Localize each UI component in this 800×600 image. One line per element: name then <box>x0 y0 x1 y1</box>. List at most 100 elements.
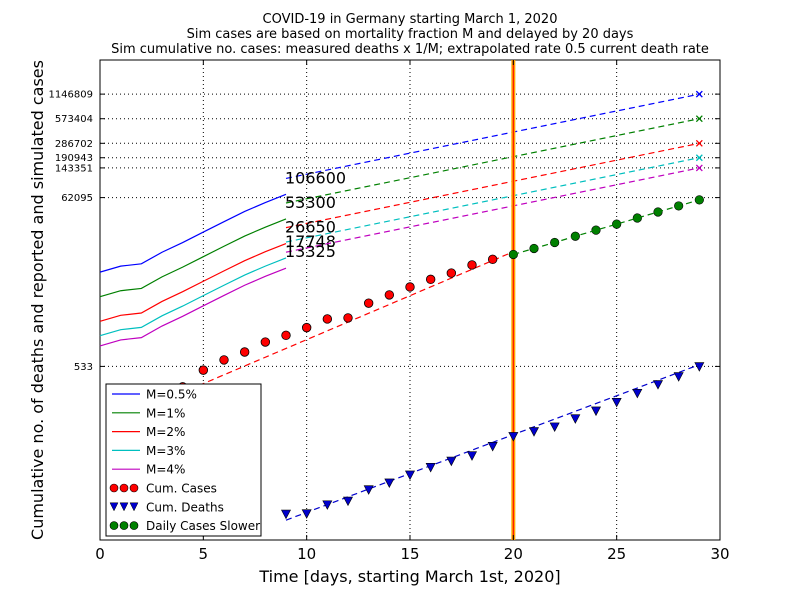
legend-label: M=4% <box>146 463 185 477</box>
y-tick-label: 573404 <box>55 114 93 125</box>
legend-label: M=0.5% <box>146 388 197 402</box>
x-tick-label: 10 <box>297 545 316 563</box>
y-tick-label: 533 <box>74 362 93 373</box>
cum-cases-point <box>343 313 353 323</box>
cum-deaths-point <box>529 427 539 437</box>
cum-deaths-point <box>591 406 601 417</box>
daily-cases-slower-line <box>513 199 700 256</box>
legend-item: Cum. Cases <box>109 482 217 496</box>
x-tick-label: 5 <box>199 545 209 563</box>
legend-item: M=4% <box>112 463 185 477</box>
legend-item: M=3% <box>112 444 185 458</box>
legend-item: Cum. Deaths <box>109 500 224 514</box>
legend-marker-swatch <box>109 483 119 493</box>
chart-title-line-2: Sim cases are based on mortality fractio… <box>187 27 634 42</box>
cum-cases-point <box>198 365 209 375</box>
legend-marker-swatch <box>119 502 129 512</box>
cum-deaths-point <box>301 509 312 519</box>
legend-marker-swatch <box>129 521 139 530</box>
legend-label: Cum. Cases <box>146 482 217 496</box>
x-tick-label: 0 <box>95 545 105 563</box>
cum-deaths-point <box>487 442 498 452</box>
chart-titles: COVID-19 in Germany starting March 1, 20… <box>111 12 709 57</box>
legend-item: M=0.5% <box>112 388 197 402</box>
cum-cases-point <box>239 347 250 357</box>
x-axis-label: Time [days, starting March 1st, 2020] <box>258 567 560 586</box>
sim-line-solid <box>99 242 287 322</box>
cum-cases-point <box>384 290 395 300</box>
cum-deaths-point <box>363 485 374 495</box>
legend-marker-swatch <box>129 502 139 512</box>
cum-cases-point <box>260 337 271 347</box>
sim-end-marker <box>695 154 703 162</box>
sim-line-extrapolated <box>285 142 700 229</box>
cum-deaths-point <box>570 414 581 424</box>
legend-marker-swatch <box>109 521 119 530</box>
cum-cases-point <box>487 254 498 265</box>
cum-deaths-point <box>632 388 643 399</box>
y-tick-label: 286702 <box>55 139 93 150</box>
cum-deaths-point <box>281 509 291 520</box>
legend-marker-swatch <box>109 502 119 512</box>
cum-deaths-point <box>384 478 395 489</box>
legend-label: M=2% <box>146 425 185 439</box>
sim-line-solid <box>99 267 287 347</box>
sim-line-solid <box>99 218 287 298</box>
cum-deaths-point <box>611 397 622 408</box>
legend-item: M=1% <box>112 406 185 420</box>
y-axis-label: Cumulative no. of deaths and reported an… <box>28 60 47 540</box>
y-tick-label: 190943 <box>55 153 93 164</box>
cum-cases-fit-line <box>161 251 514 402</box>
x-tick-label: 15 <box>400 545 419 563</box>
cum-cases-point <box>446 268 457 278</box>
sim-line-extrapolated <box>285 167 700 253</box>
x-tick-label: 25 <box>607 545 626 563</box>
chart-title-line-3: Sim cumulative no. cases: measured death… <box>111 42 709 57</box>
sim-line-extrapolated <box>285 157 700 243</box>
sim-end-marker <box>695 139 703 147</box>
cum-deaths-point <box>508 432 519 442</box>
sim-end-label: 53300 <box>285 193 336 212</box>
daily-cases-slower-point <box>591 225 601 235</box>
legend-box <box>105 383 262 537</box>
sim-end-label: 17748 <box>285 232 336 251</box>
cum-deaths-point <box>653 380 663 390</box>
cum-cases-point <box>405 282 415 292</box>
sim-line-solid <box>99 193 287 273</box>
cum-deaths-point <box>467 451 477 461</box>
sim-end-label: 13325 <box>285 242 336 261</box>
cum-cases-point <box>301 322 312 333</box>
legend-label: M=3% <box>146 444 185 458</box>
cum-deaths-point <box>343 496 353 507</box>
cum-deaths-point <box>549 422 560 433</box>
daily-cases-slower-point <box>612 219 622 229</box>
legend-marker-swatch <box>119 521 129 530</box>
legend: M=0.5% M=1% M=2% M=3% M=4% Cum. Cases Cum. Dea… <box>105 383 262 537</box>
cum-deaths-point <box>446 456 457 467</box>
sim-end-marker <box>695 115 703 123</box>
daily-cases-slower-point <box>632 213 642 223</box>
cum-cases-point <box>425 274 436 285</box>
cum-deaths-point <box>694 362 705 372</box>
legend-item: Daily Cases Slower <box>109 519 260 533</box>
x-tick-label: 30 <box>710 545 729 563</box>
cum-deaths-point <box>425 463 436 473</box>
sim-line-extrapolated <box>285 118 700 204</box>
cum-cases-point <box>281 330 291 341</box>
y-tick-label: 143351 <box>55 163 93 174</box>
sim-line-extrapolated <box>285 93 700 180</box>
cum-cases-point <box>363 298 374 308</box>
sim-end-marker <box>695 164 703 172</box>
sim-end-label: 106600 <box>285 168 346 187</box>
legend-item: M=2% <box>112 425 185 439</box>
y-tick-label: 62095 <box>61 193 93 204</box>
legend-marker-swatch <box>129 483 139 493</box>
legend-label: M=1% <box>146 406 185 420</box>
chart-title-line-1: COVID-19 in Germany starting March 1, 20… <box>263 12 558 27</box>
cum-cases-point <box>219 355 229 365</box>
cum-cases-point <box>322 314 333 324</box>
legend-label: Cum. Deaths <box>146 500 224 514</box>
